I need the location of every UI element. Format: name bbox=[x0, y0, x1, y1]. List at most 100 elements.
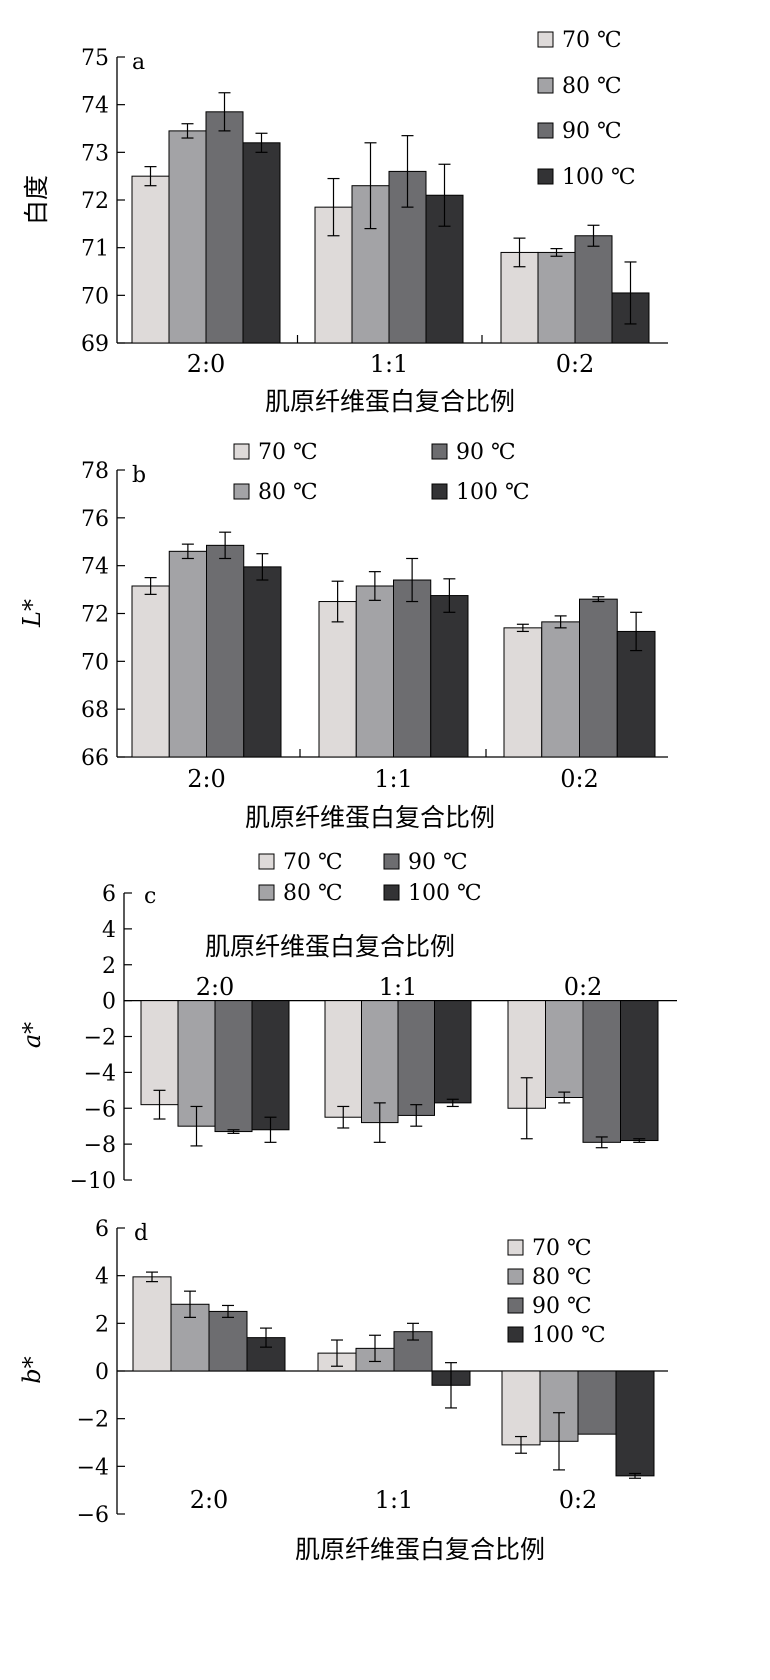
y-tick-label: 4 bbox=[102, 918, 116, 943]
y-tick-label: 68 bbox=[81, 698, 109, 723]
category-label: 2:0 bbox=[187, 765, 226, 793]
legend-swatch bbox=[431, 443, 448, 460]
panel-letter: b bbox=[132, 463, 146, 488]
y-tick-label: 6 bbox=[102, 882, 116, 907]
bar bbox=[582, 1000, 621, 1143]
y-tick-label: 2 bbox=[102, 954, 116, 979]
bar bbox=[168, 550, 207, 758]
bar bbox=[537, 251, 576, 344]
y-tick-label: 73 bbox=[81, 141, 109, 166]
legend-swatch bbox=[233, 443, 250, 460]
panels: 69 70 71 72 73 74 75 2:0 1:1 0:2 肌原纤维蛋白复合比例 白度 a 70 ℃… bbox=[18, 28, 677, 1564]
y-tick-label: 4 bbox=[95, 1265, 109, 1290]
bar bbox=[206, 544, 245, 758]
bar bbox=[177, 1000, 216, 1127]
legend-label: 70 ℃ bbox=[283, 850, 343, 875]
y-tick-label: 66 bbox=[81, 746, 109, 771]
bar bbox=[393, 579, 432, 758]
category-label: 2:0 bbox=[190, 1486, 229, 1514]
y-tick-label: 2 bbox=[95, 1312, 109, 1337]
y-tick-label: 70 bbox=[81, 650, 109, 675]
legend-label: 70 ℃ bbox=[258, 440, 318, 465]
y-tick-label: 6 bbox=[95, 1217, 109, 1242]
category-label: 1:1 bbox=[379, 973, 418, 1001]
bar bbox=[140, 1000, 179, 1106]
y-tick-label: 71 bbox=[81, 237, 109, 262]
bar bbox=[434, 1000, 472, 1104]
bar bbox=[205, 111, 244, 344]
y-tick-label: −6 bbox=[77, 1503, 109, 1528]
legend-swatch bbox=[537, 31, 554, 48]
legend-swatch bbox=[383, 853, 400, 870]
bar bbox=[577, 1370, 617, 1435]
category-label: 1:1 bbox=[375, 1486, 414, 1514]
y-tick-label: −2 bbox=[77, 1408, 109, 1433]
panel-letter: a bbox=[132, 50, 145, 75]
category-label: 0:2 bbox=[564, 973, 603, 1001]
category-label: 0:2 bbox=[559, 1486, 598, 1514]
y-tick-label: 0 bbox=[95, 1360, 109, 1385]
y-tick-label: −8 bbox=[84, 1133, 116, 1158]
bar bbox=[620, 1000, 659, 1142]
bar bbox=[501, 1370, 541, 1446]
legend-label: 90 ℃ bbox=[562, 119, 622, 144]
y-axis-title: 白度 bbox=[22, 175, 51, 225]
x-axis-title: 肌原纤维蛋白复合比例 bbox=[295, 1535, 545, 1564]
y-tick-label: 0 bbox=[102, 990, 116, 1015]
y-tick-label: −4 bbox=[84, 1061, 116, 1086]
legend-label: 100 ℃ bbox=[562, 165, 636, 190]
legend-label: 70 ℃ bbox=[532, 1236, 592, 1261]
y-tick-label: 74 bbox=[81, 94, 109, 119]
x-axis-title: 肌原纤维蛋白复合比例 bbox=[265, 387, 515, 416]
category-label: 2:0 bbox=[187, 350, 226, 378]
bar bbox=[545, 1000, 584, 1098]
bar bbox=[251, 1000, 290, 1131]
legend-label: 80 ℃ bbox=[562, 74, 622, 99]
bar bbox=[168, 130, 207, 344]
legend-swatch bbox=[537, 122, 554, 139]
bar bbox=[430, 595, 469, 758]
bar bbox=[208, 1310, 248, 1372]
y-tick-label: 72 bbox=[81, 189, 109, 214]
y-tick-label: 76 bbox=[81, 507, 109, 532]
x-axis-title: 肌原纤维蛋白复合比例 bbox=[245, 803, 495, 832]
x-axis-title: 肌原纤维蛋白复合比例 bbox=[205, 932, 455, 961]
y-tick-label: −10 bbox=[70, 1169, 116, 1194]
category-label: 0:2 bbox=[556, 350, 595, 378]
legend-swatch bbox=[258, 853, 275, 870]
panel-letter: d bbox=[134, 1221, 148, 1246]
legend-swatch bbox=[507, 1297, 524, 1314]
bar bbox=[355, 585, 394, 758]
legend-swatch bbox=[233, 483, 250, 500]
legend-swatch bbox=[537, 168, 554, 185]
bar bbox=[132, 1276, 172, 1372]
category-label: 2:0 bbox=[196, 973, 235, 1001]
bar bbox=[131, 585, 170, 758]
legend-swatch bbox=[507, 1326, 524, 1343]
bar bbox=[318, 601, 357, 758]
y-axis-title: L* bbox=[18, 599, 46, 628]
y-axis-title: b* bbox=[18, 1356, 46, 1383]
bar bbox=[616, 630, 656, 758]
bar bbox=[243, 566, 282, 758]
legend-label: 90 ℃ bbox=[408, 850, 468, 875]
bar bbox=[579, 598, 618, 758]
legend-label: 100 ℃ bbox=[408, 881, 482, 906]
panel-d: −6 −4 −2 0 2 4 6 2:0 1:1 0:2 肌原纤维蛋白复合比例 b* d 70 ℃ 80 ℃… bbox=[18, 1217, 668, 1564]
y-axis-title: a* bbox=[18, 1022, 46, 1048]
bar bbox=[541, 621, 580, 758]
legend-label: 90 ℃ bbox=[456, 440, 516, 465]
bar bbox=[214, 1000, 253, 1133]
bar bbox=[397, 1000, 435, 1116]
category-label: 1:1 bbox=[374, 765, 413, 793]
legend-swatch bbox=[383, 884, 400, 901]
y-tick-label: 69 bbox=[81, 332, 109, 357]
legend-swatch bbox=[537, 77, 554, 94]
category-label: 0:2 bbox=[560, 765, 599, 793]
legend-label: 70 ℃ bbox=[562, 28, 622, 53]
bar bbox=[324, 1000, 362, 1118]
legend-label: 90 ℃ bbox=[532, 1294, 592, 1319]
y-tick-label: 75 bbox=[81, 46, 109, 71]
y-tick-label: 78 bbox=[81, 459, 109, 484]
legend-label: 100 ℃ bbox=[456, 480, 530, 505]
